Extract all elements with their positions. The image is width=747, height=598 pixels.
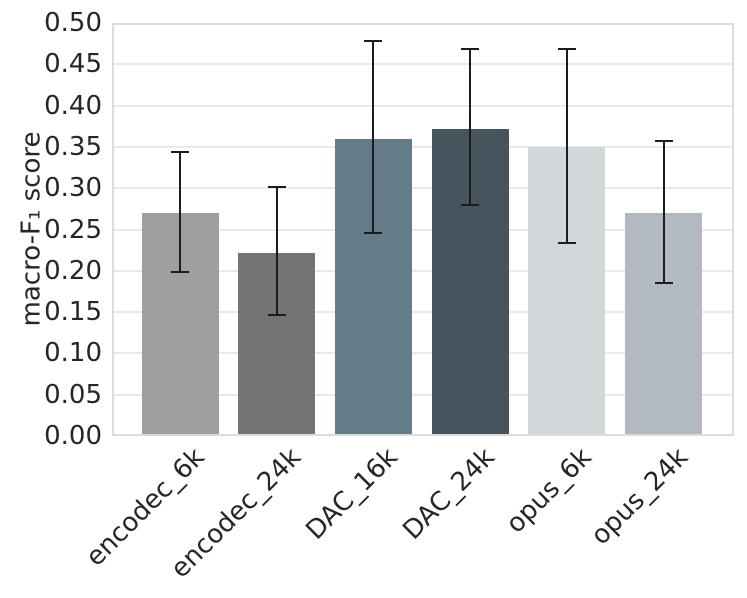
- error-bar-cap-bottom: [267, 313, 286, 316]
- y-tick-label: 0.20: [44, 255, 102, 286]
- error-bar-cap-top: [267, 185, 286, 188]
- x-tick-label: opus_24k: [585, 442, 695, 551]
- gridline: [112, 352, 734, 355]
- error-bar-cap-top: [461, 48, 480, 51]
- y-tick-label: 0.10: [44, 338, 102, 369]
- error-bar-line: [179, 151, 181, 273]
- error-bar-cap-bottom: [654, 282, 673, 285]
- error-bar-line: [275, 186, 278, 315]
- error-bar-line: [565, 49, 568, 243]
- x-tick-label: DAC_16k: [300, 442, 404, 546]
- error-bar-cap-bottom: [557, 241, 576, 244]
- error-bar-cap-top: [364, 40, 383, 43]
- gridline: [112, 269, 734, 272]
- gridline: [112, 393, 734, 396]
- y-tick-label: 0.50: [44, 8, 102, 38]
- y-tick-label: 0.25: [44, 214, 102, 245]
- plot-area: [112, 23, 734, 436]
- x-tick-label: opus_6k: [500, 442, 598, 540]
- error-bar-cap-bottom: [461, 203, 480, 206]
- gridline: [112, 145, 734, 148]
- error-bar-line: [662, 141, 665, 284]
- y-tick-label: 0.15: [44, 297, 102, 328]
- gridline: [112, 104, 734, 107]
- gridline: [112, 63, 734, 66]
- y-tick-label: 0.35: [44, 131, 102, 162]
- x-tick-label: DAC_24k: [397, 442, 501, 546]
- gridline: [112, 311, 734, 314]
- error-bar-cap-top: [654, 140, 673, 143]
- error-bar-cap-bottom: [171, 271, 189, 274]
- y-tick-label: 0.30: [44, 173, 102, 204]
- gridline: [112, 228, 734, 231]
- y-tick-label: 0.05: [44, 379, 102, 410]
- error-bar-cap-top: [557, 48, 576, 51]
- y-tick-label: 0.40: [44, 90, 102, 121]
- error-bar-line: [372, 41, 375, 233]
- y-tick-label: 0.00: [44, 421, 102, 451]
- error-bar-cap-top: [171, 150, 189, 153]
- error-bar-cap-bottom: [364, 231, 383, 234]
- y-tick-label: 0.45: [44, 49, 102, 80]
- gridline: [112, 187, 734, 190]
- error-bar-line: [469, 49, 472, 205]
